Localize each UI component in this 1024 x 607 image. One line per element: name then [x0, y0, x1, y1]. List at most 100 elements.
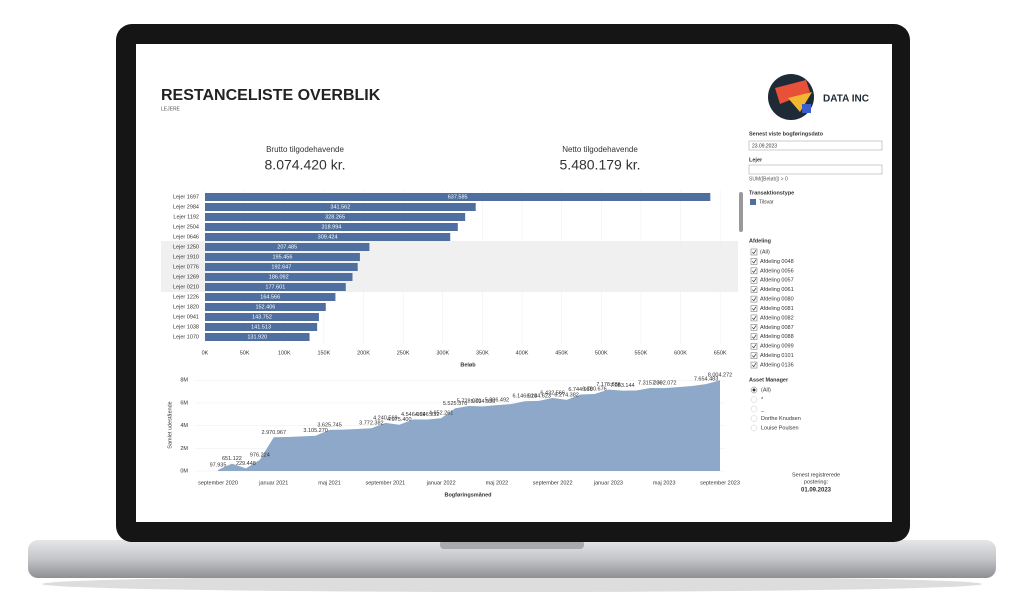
filter-label: Senest viste bogføringsdato [749, 131, 824, 137]
data-label: 8.004.272 [708, 373, 732, 379]
checkmark [752, 278, 757, 283]
checkbox[interactable] [750, 324, 758, 331]
data-label: 6.184.623 [526, 393, 550, 399]
data-label: 328.265 [325, 214, 345, 220]
x-tick-label: januar 2022 [426, 480, 456, 486]
x-tick-label: maj 2023 [653, 480, 676, 486]
data-label: 229.448 [236, 461, 256, 467]
filter-condition: SUM([Beløb]) > 0 [749, 176, 788, 182]
bar [205, 223, 458, 231]
checkbox[interactable] [750, 258, 758, 265]
logo-shape [788, 92, 812, 112]
footer-label: Senest registrerede [792, 472, 840, 478]
filter-label: Asset Manager [749, 377, 789, 383]
checkbox[interactable] [750, 333, 758, 341]
shadow [42, 576, 982, 592]
bar [205, 293, 336, 301]
y-tick-label: Lejer 1226 [173, 294, 199, 300]
y-tick-label: Lejer 1269 [173, 274, 199, 280]
x-tick-label: maj 2021 [318, 480, 341, 486]
radio[interactable] [750, 415, 758, 422]
y-tick-label: Lejer 0646 [173, 234, 199, 240]
bar [205, 203, 476, 211]
checkbox[interactable] [750, 295, 758, 303]
bar [205, 213, 466, 221]
bar [205, 263, 358, 271]
bar [205, 323, 318, 331]
checkbox-label: (All) [760, 249, 770, 255]
checkbox[interactable] [750, 286, 758, 293]
data-label: 341.562 [330, 204, 350, 210]
data-label: 5.806.492 [485, 398, 509, 404]
x-tick-label: 550K [634, 350, 647, 356]
checkmark [752, 344, 757, 349]
legend-swatch [750, 199, 756, 205]
data-label: 207.485 [277, 244, 297, 250]
radio-label: (All) [761, 387, 771, 393]
radio-dot [752, 388, 756, 392]
y-tick-label: 8M [180, 378, 188, 384]
data-label: 186.092 [269, 274, 289, 280]
y-tick-label: Lejer 1192 [173, 214, 199, 220]
x-tick-label: september 2020 [198, 480, 238, 486]
data-label: 6.744.966 [568, 387, 592, 393]
checkbox[interactable] [750, 248, 758, 256]
y-tick-label: Lejer 0210 [173, 284, 199, 290]
checkmark [752, 353, 757, 358]
data-label: 637.585 [448, 194, 468, 200]
x-tick-label: 500K [595, 350, 608, 356]
checkmark [752, 306, 757, 311]
data-label: 177.601 [265, 284, 285, 290]
checkbox-label: Afdeling 0080 [760, 297, 794, 303]
x-tick-label: 50K [240, 350, 250, 356]
tenant-input[interactable] [748, 164, 883, 175]
radio[interactable] [750, 396, 758, 403]
checkbox-label: Afdeling 0136 [760, 362, 794, 368]
scrollbar[interactable] [739, 192, 743, 232]
y-tick-label: Lejer 0776 [173, 264, 199, 270]
data-label: 3.625.745 [317, 422, 341, 428]
x-tick-label: 400K [516, 350, 529, 356]
checkbox[interactable] [750, 342, 758, 350]
data-label: 4.652.261 [429, 411, 453, 417]
data-label: 7.315.206 [638, 380, 662, 386]
bar [205, 283, 346, 291]
x-axis-label: Beløb [460, 362, 476, 368]
filter-label: Afdeling [749, 238, 771, 244]
checkbox-label: Afdeling 0081 [760, 306, 794, 312]
kpi-label: Brutto tilgodehavende [266, 145, 344, 154]
radio-label: * [761, 397, 764, 403]
y-tick-label: Lejer 1250 [173, 244, 199, 250]
checkbox[interactable] [750, 361, 758, 369]
date-input[interactable] [748, 140, 883, 151]
radio-label: _ [760, 406, 765, 412]
checkbox[interactable] [750, 305, 758, 312]
checkbox[interactable] [750, 314, 758, 322]
y-axis-label: Samlet udestående [166, 401, 173, 448]
y-tick-label: Lejer 2984 [173, 204, 199, 210]
checkbox[interactable] [750, 352, 758, 359]
checkbox[interactable] [750, 267, 758, 275]
data-label: 6.146.924 [513, 394, 537, 400]
kpi-value: 8.074.420 kr. [265, 157, 346, 173]
data-label: 97.935 [210, 462, 227, 468]
kpi-value: 5.480.179 kr. [560, 157, 641, 173]
checkmark [752, 287, 757, 292]
y-tick-label: Lejer 2504 [173, 224, 199, 230]
data-label: 318.994 [321, 224, 341, 230]
y-tick-label: Lejer 1697 [173, 194, 199, 200]
radio[interactable] [750, 424, 758, 432]
data-label: 6.274.382 [554, 392, 578, 398]
radio[interactable] [750, 405, 758, 413]
data-label: 4.546.232 [415, 412, 439, 418]
data-label: 6.432.566 [540, 390, 564, 396]
data-label: 164.566 [260, 294, 280, 300]
checkbox-label: Afdeling 0061 [760, 287, 794, 293]
checkbox[interactable] [750, 277, 758, 284]
checkmark [752, 363, 757, 368]
data-label: 3.772.382 [359, 421, 383, 427]
checkbox-label: Afdeling 0087 [760, 325, 794, 331]
y-tick-label: 0M [180, 468, 188, 474]
data-label: 143.752 [252, 314, 272, 320]
checkmark [752, 268, 757, 274]
